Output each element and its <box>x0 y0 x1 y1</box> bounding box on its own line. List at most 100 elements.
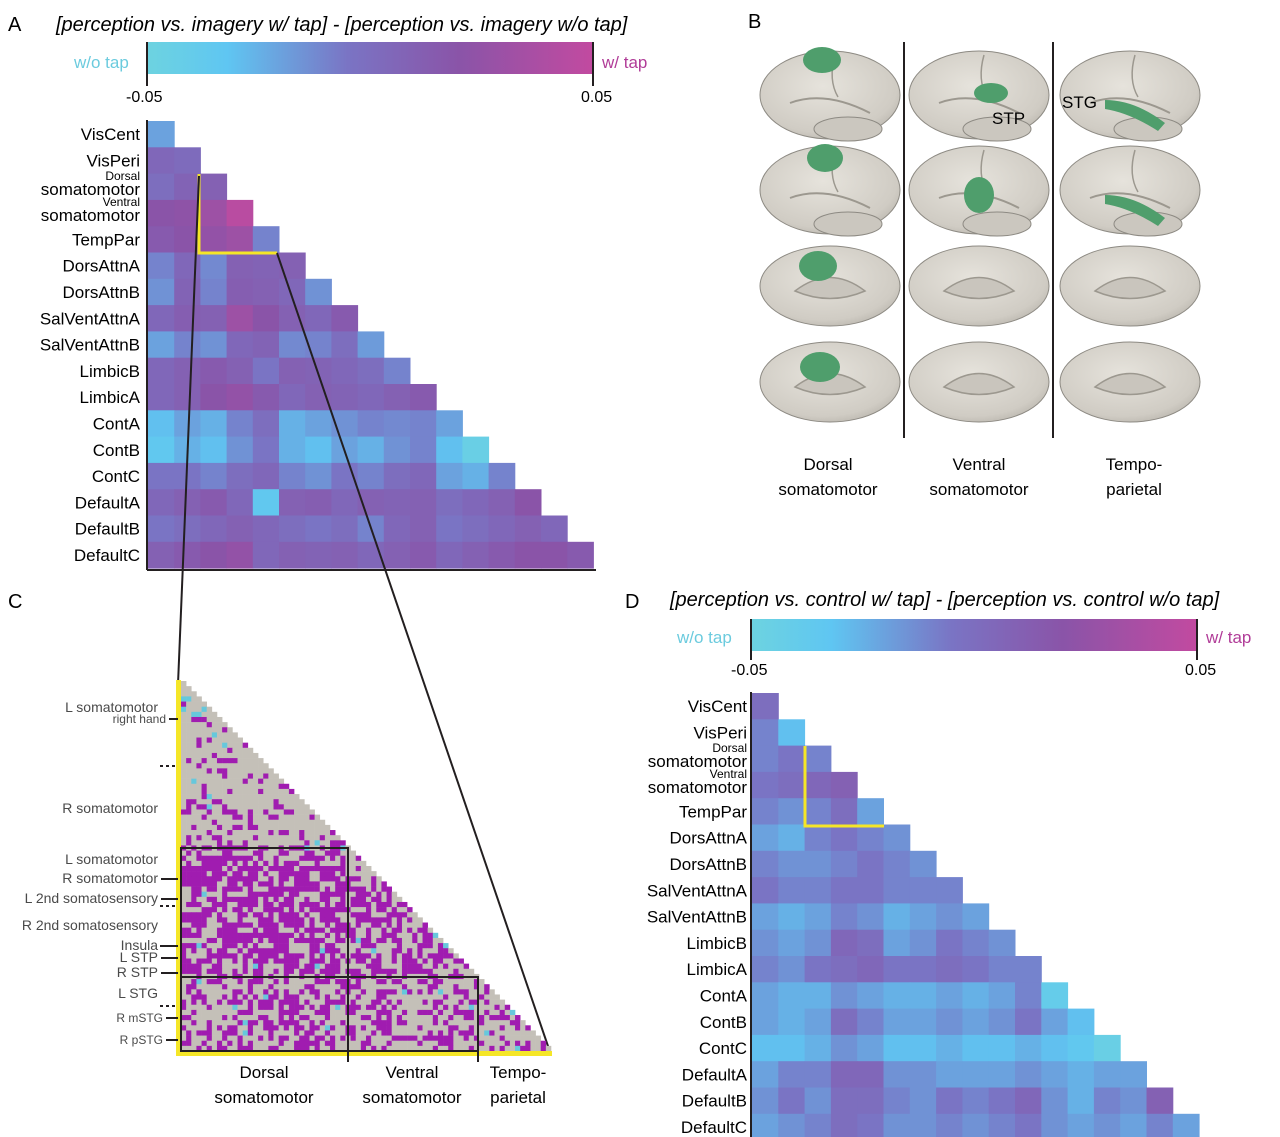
panel-c-cell <box>232 768 238 774</box>
panel-c-cell <box>381 953 387 959</box>
panel-c-cell <box>206 737 213 743</box>
panel-a-row-label-11: ContA <box>93 414 141 433</box>
panel-c-cell <box>535 1045 542 1052</box>
panel-c-cell <box>366 886 372 892</box>
panel-c-cell <box>258 932 264 939</box>
stg-label: STG <box>1062 93 1097 112</box>
brain-activation-1-1-0 <box>964 177 994 213</box>
panel-c-cell <box>222 850 228 857</box>
panel-c-cell <box>222 1004 228 1011</box>
panel-a-cell-13-10 <box>410 462 437 490</box>
panel-c-cell <box>211 794 218 800</box>
panel-a-cell-9-1 <box>174 357 201 385</box>
panel-c-cell <box>360 1020 367 1026</box>
panel-c-cell <box>211 835 218 841</box>
panel-c-cell <box>216 752 223 759</box>
panel-c-cell <box>366 937 372 944</box>
panel-c-cell <box>268 994 274 1000</box>
panel-b-col2-line1: Ventral <box>953 455 1006 474</box>
panel-c-cell <box>181 716 187 723</box>
panel-c-cell <box>273 855 279 862</box>
panel-c-cell <box>258 855 264 862</box>
panel-c-cell <box>319 876 326 882</box>
panel-c-cell <box>181 984 187 990</box>
panel-c-cell <box>237 963 243 970</box>
panel-c-cell <box>206 881 213 887</box>
panel-c-cell <box>191 896 197 903</box>
panel-a-row-label-4: TempPar <box>72 230 140 249</box>
panel-c-cell <box>222 768 228 774</box>
panel-c-cell <box>396 943 403 949</box>
panel-c-cell <box>376 968 382 975</box>
panel-c-cell <box>443 1030 449 1036</box>
panel-c-cell <box>330 963 336 970</box>
panel-c-cell <box>216 979 223 985</box>
panel-c-cell <box>386 907 392 913</box>
panel-d-cell-1-0 <box>752 719 779 747</box>
panel-c-cell <box>468 1020 475 1026</box>
panel-c-cell <box>283 799 290 805</box>
panel-c-cell <box>268 814 274 821</box>
panel-c-cell <box>376 922 382 928</box>
panel-c-cell <box>294 1025 300 1031</box>
panel-c-cell <box>227 747 233 754</box>
panel-c-cell <box>283 876 290 882</box>
panel-c-cell <box>314 1045 321 1052</box>
panel-c-cell <box>186 999 192 1006</box>
panel-c-cell <box>340 1030 346 1036</box>
panel-c-ventral-box <box>180 976 479 1052</box>
panel-c-cell <box>268 794 274 800</box>
panel-a-row-label-14: DefaultA <box>75 493 141 512</box>
panel-c-cell <box>396 1015 403 1021</box>
panel-c-cell <box>427 984 434 990</box>
panel-c-cell <box>350 866 357 872</box>
panel-c-cell <box>299 999 305 1006</box>
panel-c-cell <box>211 912 218 918</box>
panel-c-cell <box>360 1035 367 1042</box>
panel-c-cell <box>283 994 290 1000</box>
panel-c-cell <box>489 1025 495 1031</box>
panel-c-cell <box>288 989 295 995</box>
panel-c-cell <box>201 824 207 831</box>
panel-c-cell <box>294 824 300 831</box>
panel-c-cell <box>330 1020 336 1026</box>
panel-c-cell <box>515 1020 521 1026</box>
panel-c-cell <box>186 752 192 759</box>
panel-c-cell <box>247 778 254 785</box>
panel-c-cell <box>407 994 413 1000</box>
panel-c-cell <box>283 968 290 975</box>
panel-a-cell-16-5 <box>279 541 306 569</box>
panel-c-cell <box>366 1004 372 1011</box>
panel-c-cell <box>288 866 295 872</box>
panel-c-cell <box>227 768 233 774</box>
panel-c-cell <box>222 742 228 749</box>
panel-c-cell <box>330 968 336 975</box>
panel-c-cell <box>216 830 223 836</box>
panel-c-cell <box>288 850 295 857</box>
panel-c-cell <box>350 922 357 928</box>
panel-c-bottom1-line1: Dorsal <box>239 1063 288 1082</box>
panel-c-cell <box>232 783 238 790</box>
panel-c-cell <box>247 917 254 923</box>
panel-c-cell <box>216 932 223 939</box>
panel-c-cell <box>201 891 207 898</box>
panel-c-cell <box>181 901 187 908</box>
panel-c-cell <box>227 783 233 790</box>
panel-c-cell <box>268 958 274 964</box>
panel-c-cell <box>268 1020 274 1026</box>
panel-c-cell <box>386 989 392 995</box>
panel-c-cell <box>386 963 392 970</box>
panel-a-cell-9-8 <box>357 357 385 385</box>
panel-c-cell <box>489 1030 495 1036</box>
panel-c-cell <box>191 871 197 877</box>
panel-c-cell <box>309 968 315 975</box>
panel-c-cell <box>391 922 398 928</box>
panel-c-cell <box>340 937 346 944</box>
panel-c-cell <box>222 1020 228 1026</box>
panel-c-cell <box>376 927 382 934</box>
panel-c-cell <box>324 979 331 985</box>
panel-d-cell-12-8 <box>962 1008 990 1036</box>
panel-c-cell <box>242 1015 249 1021</box>
panel-c-cell <box>319 886 326 892</box>
